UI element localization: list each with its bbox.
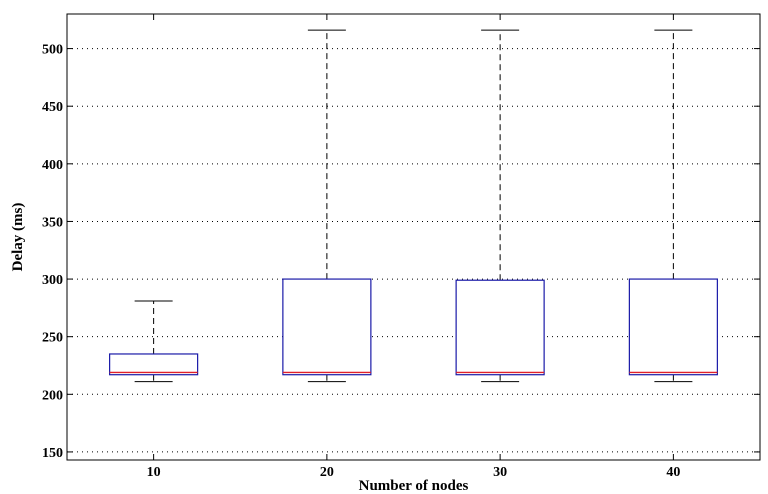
x-tick-label: 20 [320,465,334,480]
y-tick-label: 450 [42,100,63,115]
plot-frame [66,13,761,461]
box-series [109,29,718,383]
box-group-30 [455,29,545,383]
y-tick-label: 500 [42,43,63,58]
box-group-10 [109,300,199,383]
y-tick-label: 150 [42,446,63,461]
iqr-box [455,279,545,376]
iqr-box [282,278,372,376]
grid-lines [67,48,760,453]
y-axis-label: Delay (ms) [10,203,26,272]
y-tick-label: 300 [42,273,63,288]
box-group-40 [628,29,718,383]
x-tick-label: 30 [493,465,507,480]
iqr-box [109,353,199,376]
y-tick-label: 350 [42,215,63,230]
y-tick-label: 250 [42,331,63,346]
y-tick-label: 400 [42,158,63,173]
iqr-box [628,278,718,376]
y-tick-label: 200 [42,388,63,403]
box-group-20 [282,29,372,383]
x-tick-label: 10 [147,465,161,480]
x-tick-label: 40 [666,465,680,480]
x-axis-label: Number of nodes [359,478,469,494]
axis-ticks: 150 200 250 300 350 400 450 500 10 20 30 40 [42,14,760,480]
